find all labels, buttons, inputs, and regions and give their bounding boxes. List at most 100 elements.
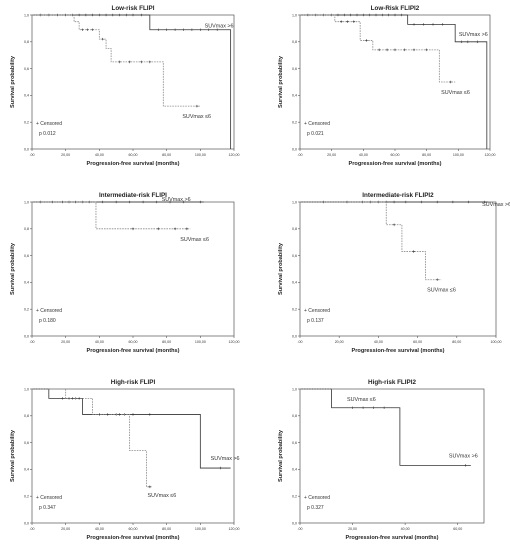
- plot-frame: [31, 14, 235, 150]
- censor-mark: [352, 20, 356, 23]
- censor-mark: [215, 28, 219, 32]
- km-panel-1: Low-risk FLIPI 0,0 0,2 0,4 0,6 0,8 1,0 .00 20,00…: [10, 5, 240, 167]
- censor-mark: [140, 60, 143, 64]
- censor-mark: [374, 13, 378, 17]
- censor-mark: [101, 37, 104, 41]
- censor-mark: [199, 200, 202, 204]
- x-tick-label: 80,00: [452, 340, 461, 344]
- series-label: SUVmax >6: [211, 456, 240, 462]
- series-label: SUVmax >6: [482, 202, 510, 208]
- y-axis-label: Survival probability: [10, 429, 16, 482]
- censor-mark: [91, 13, 94, 17]
- censor-mark: [140, 13, 143, 17]
- censor-mark: [207, 28, 211, 32]
- censor-mark: [131, 227, 135, 231]
- x-tick-label: 80,00: [162, 340, 171, 344]
- censor-mark: [464, 464, 467, 467]
- censor-mark: [381, 13, 384, 17]
- y-tick-label: 0,2: [24, 308, 29, 312]
- y-tick-label: 1,0: [24, 13, 29, 17]
- survival-curve-low-suv: [32, 201, 191, 230]
- y-axis-label: Survival probability: [278, 55, 284, 108]
- y-tick-label: 0,6: [292, 441, 297, 445]
- censor-mark: [403, 48, 406, 52]
- x-tick-label: 120,00: [229, 527, 240, 531]
- survival-curve-low-suv: [300, 14, 456, 83]
- censor-mark: [173, 227, 177, 231]
- censor-mark: [339, 20, 343, 23]
- p-value: p 0.012: [39, 131, 56, 137]
- censor-mark: [482, 200, 486, 204]
- p-value: p 0.021: [307, 131, 324, 137]
- x-tick-label: 20,00: [61, 527, 70, 531]
- y-tick-label: 1,0: [24, 387, 29, 391]
- y-tick-label: 0,2: [292, 495, 297, 499]
- y-tick-label: 0,2: [24, 121, 29, 125]
- censor-mark: [422, 23, 425, 26]
- censor-mark: [372, 406, 375, 410]
- y-tick-label: 0,0: [24, 334, 29, 338]
- censor-mark: [155, 200, 158, 204]
- p-value: p 0.347: [39, 505, 56, 511]
- y-tick-label: 1,0: [24, 200, 29, 204]
- survival-curve-high-suv: [32, 14, 232, 149]
- y-axis-label: Survival probability: [10, 55, 16, 108]
- series-label: SUVmax >6: [449, 453, 478, 459]
- censored-legend: + Censored: [304, 495, 330, 501]
- censor-mark: [182, 28, 185, 32]
- y-tick-label: 0,8: [24, 414, 29, 418]
- x-axis-label: Progression-free survival (months): [346, 535, 439, 541]
- series-label: SUVmax >6: [205, 24, 234, 30]
- censor-mark: [343, 13, 346, 17]
- panel-title: High-risk FLIPI: [111, 379, 156, 386]
- series-label: SUVmax >6: [162, 197, 191, 203]
- censor-mark: [355, 13, 359, 17]
- series-label: SUVmax ≤6: [148, 493, 177, 499]
- censored-legend: + Censored: [36, 121, 62, 127]
- x-tick-label: 80,00: [422, 153, 431, 157]
- y-tick-label: 0,0: [24, 147, 29, 151]
- x-tick-label: 20,00: [327, 153, 336, 157]
- censor-mark: [118, 13, 121, 17]
- y-tick-label: 0,4: [292, 94, 297, 98]
- x-tick-label: .00: [30, 527, 35, 531]
- y-tick-label: 0,6: [24, 441, 29, 445]
- censor-mark: [404, 200, 408, 204]
- censor-mark: [101, 200, 104, 204]
- censor-mark: [425, 48, 428, 52]
- x-tick-label: 40,00: [359, 153, 368, 157]
- censor-mark: [412, 23, 416, 26]
- y-tick-label: 0,6: [292, 67, 297, 71]
- censor-mark: [114, 200, 118, 204]
- y-tick-label: 0,8: [292, 414, 297, 418]
- censor-mark: [365, 39, 368, 42]
- series-label: SUVmax ≤6: [180, 237, 209, 243]
- censor-mark: [148, 60, 152, 64]
- survival-curve-low-suv: [32, 388, 152, 488]
- panel-title: Intermediate-risk FLIPI2: [362, 192, 434, 199]
- y-tick-label: 1,0: [292, 387, 297, 391]
- km-panel-2: Low-Risk FLIPI2 0,0 0,2 0,4 0,6 0,8 1,0 .00 20,0…: [278, 5, 496, 167]
- y-tick-label: 1,0: [292, 200, 297, 204]
- censor-mark: [382, 406, 386, 410]
- censor-mark: [118, 60, 121, 64]
- censor-mark: [106, 413, 110, 416]
- censor-mark: [451, 200, 455, 204]
- censor-mark: [131, 13, 135, 17]
- x-tick-label: .00: [298, 153, 303, 157]
- x-tick-label: 60,00: [129, 153, 138, 157]
- censor-mark: [361, 406, 365, 410]
- censor-mark: [86, 28, 89, 32]
- p-value: p 0.180: [39, 318, 56, 324]
- km-panel-5: High-risk FLIPI 0,0 0,2 0,4 0,6 0,8 1,0 .00 20,0…: [10, 379, 240, 541]
- censor-mark: [156, 28, 160, 32]
- y-tick-label: 0,4: [292, 281, 297, 285]
- plot-frame: [31, 388, 235, 524]
- y-axis-label: Survival probability: [278, 429, 284, 482]
- censor-mark: [368, 13, 371, 17]
- km-panel-4: Intermediate-risk FLIPI2 0,0 0,2 0,4 0,6 0,8 1…: [278, 192, 510, 354]
- survival-curve-high-suv: [32, 388, 231, 469]
- censor-mark: [98, 13, 101, 17]
- censor-mark: [77, 13, 81, 17]
- x-tick-label: .00: [298, 527, 303, 531]
